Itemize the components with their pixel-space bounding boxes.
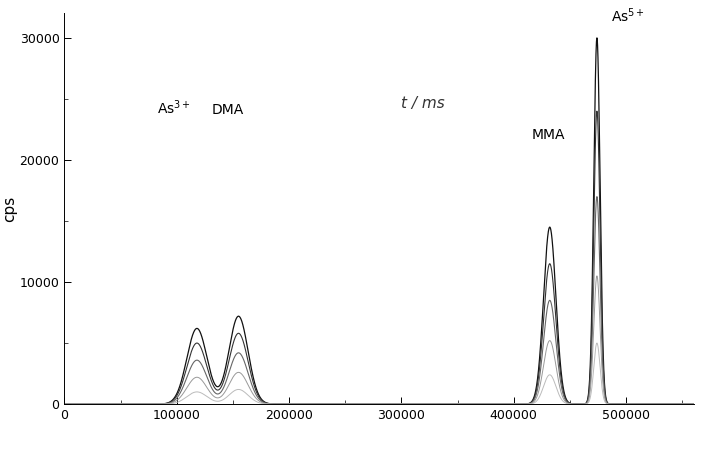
Text: As$^{3+}$: As$^{3+}$ bbox=[157, 98, 192, 117]
Text: As$^{5+}$: As$^{5+}$ bbox=[611, 7, 644, 25]
Text: DMA: DMA bbox=[212, 103, 244, 117]
Text: MMA: MMA bbox=[532, 128, 566, 142]
Y-axis label: cps: cps bbox=[2, 196, 17, 222]
Text: t / ms: t / ms bbox=[401, 96, 445, 111]
